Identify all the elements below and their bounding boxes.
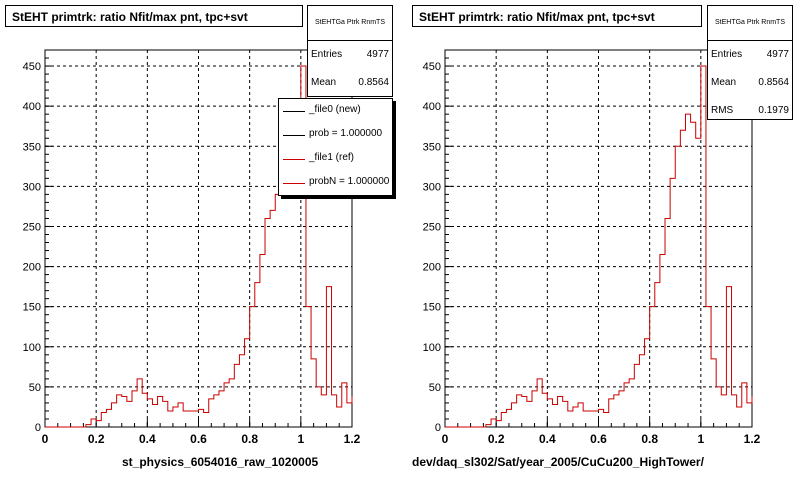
right-stats-row-rms: RMS 0.1979 [708,97,792,125]
right-y-tick-label: 100 [423,342,441,354]
right-y-tick-label: 0 [435,422,441,434]
right-x-tick-label: 0.2 [488,432,505,446]
legend-label-probn: probN = 1.000000 [309,176,390,187]
left-x-tick-label: 0 [42,432,49,446]
right-y-tick-label: 350 [423,141,441,153]
left-histogram-title: StEHT primtrk: ratio Nfit/max pnt, tpc+s… [5,5,303,27]
legend-swatch-probn [283,183,305,184]
left-y-tick-label: 350 [23,141,41,153]
right-stats-header: StEHTGa Ptrk RnmTS [708,6,792,41]
right-x-tick-label: 0.4 [539,432,556,446]
right-x-tick-label: 0.6 [590,432,607,446]
right-stats-mean-value: 0.8564 [758,77,789,88]
right-y-tick-label: 150 [423,302,441,314]
right-y-tick-label: 300 [423,181,441,193]
left-x-tick-label: 0.4 [139,432,156,446]
left-y-tick-label: 450 [23,61,41,73]
right-histogram-plot: 0 0.2 0.4 0.6 0.8 1 1.2 0 50 100 150 200 250 300 350 40… [423,49,761,446]
left-y-tick-label: 0 [35,422,41,434]
right-stats-row-mean: Mean 0.8564 [708,69,792,97]
right-histogram-title: StEHT primtrk: ratio Nfit/max pnt, tpc+s… [412,5,702,27]
left-stats-row-mean: Mean 0.8564 [308,69,392,97]
legend-entry-file1: _file1 (ref) [279,147,392,171]
legend-entry-probn: probN = 1.000000 [279,171,392,195]
left-x-tick-label: 1 [297,432,304,446]
legend-swatch-file1 [283,159,305,160]
left-x-tick-label: 0.6 [190,432,207,446]
right-y-tick-label: 200 [423,262,441,274]
left-stats-mean-value: 0.8564 [358,77,389,88]
right-histogram-pad: 0 0.2 0.4 0.6 0.8 1 1.2 0 50 100 150 200 250 300 350 40… [400,0,800,480]
right-x-tick-label: 0.8 [641,432,658,446]
right-histogram-series-line [445,65,753,428]
right-stats-row-entries: Entries 4977 [708,41,792,69]
left-x-tick-label: 0.8 [241,432,258,446]
left-stats-header: StEHTGa Ptrk RnmTS [308,6,392,41]
left-stats-entries-label: Entries [311,49,343,60]
right-stats-mean-label: Mean [711,77,737,88]
left-x-tick-label: 1.2 [344,432,361,446]
left-y-tick-label: 400 [23,101,41,113]
right-x-tick-label: 0 [442,432,449,446]
right-y-tick-label: 250 [423,221,441,233]
right-y-tick-label: 450 [423,61,441,73]
legend-swatch-file0 [283,111,305,112]
legend-swatch-prob [283,135,305,136]
right-file-label: dev/daq_sl302/Sat/year_2005/CuCu200_High… [412,455,704,469]
left-y-tick-label: 150 [23,302,41,314]
right-stats-rms-label: RMS [711,105,734,116]
legend-label-prob: prob = 1.000000 [309,128,383,139]
right-stats-box: StEHTGa Ptrk RnmTS Entries 4977 Mean 0.8… [707,5,793,120]
right-y-tick-label: 400 [423,101,441,113]
right-stats-entries-label: Entries [711,49,743,60]
left-x-tick-label: 0.2 [88,432,105,446]
right-x-tick-label: 1 [697,432,704,446]
right-stats-entries-value: 4977 [766,49,789,60]
left-stats-row-entries: Entries 4977 [308,41,392,69]
legend-entry-file0: _file0 (new) [279,99,392,123]
right-x-tick-label: 1.2 [744,432,761,446]
left-y-tick-label: 100 [23,342,41,354]
left-y-tick-label: 200 [23,262,41,274]
left-stats-box: StEHTGa Ptrk RnmTS Entries 4977 Mean 0.8… [307,5,393,97]
legend-label-file0: _file0 (new) [309,104,361,115]
legend-entry-prob: prob = 1.000000 [279,123,392,147]
right-y-tick-label: 50 [429,382,441,394]
left-y-tick-label: 50 [29,382,41,394]
left-y-tick-label: 300 [23,181,41,193]
right-stats-rms-value: 0.1979 [758,105,789,116]
legend-label-file1: _file1 (ref) [309,152,355,163]
left-stats-mean-label: Mean [311,77,337,88]
left-file-label: st_physics_6054016_raw_1020005 [122,455,319,469]
left-stats-entries-value: 4977 [366,49,389,60]
left-histogram-pad: 0 0.2 0.4 0.6 0.8 1 1.2 0 50 100 150 200 250 300 350 40… [5,5,393,469]
left-legend: _file0 (new) prob = 1.000000 _file1 (ref… [278,98,393,196]
left-y-tick-label: 250 [23,221,41,233]
